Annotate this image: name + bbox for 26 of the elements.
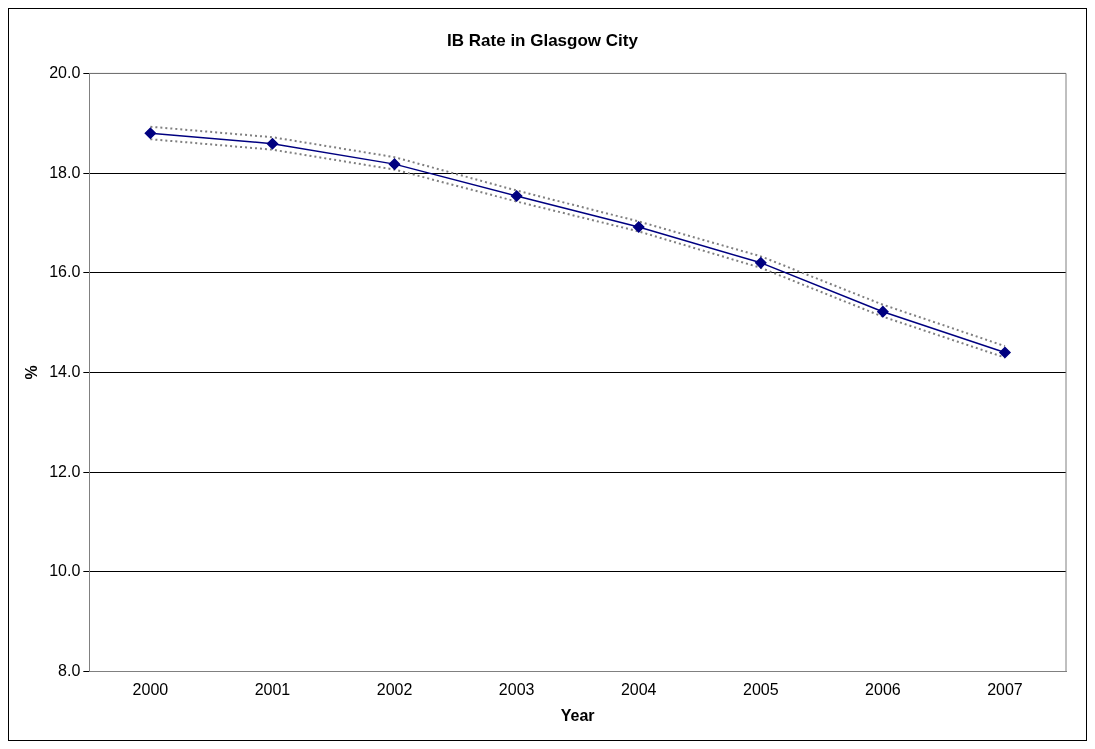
x-tick-label: 2007 bbox=[987, 680, 1023, 698]
y-tick-label: 20.0 bbox=[49, 63, 81, 81]
y-tick-label: 8.0 bbox=[58, 662, 81, 680]
x-tick-label: 2000 bbox=[132, 680, 169, 698]
chart-title: IB Rate in Glasgow City bbox=[447, 30, 639, 50]
point bbox=[144, 127, 157, 139]
x-tick-label: 2003 bbox=[498, 680, 535, 698]
y-tick-label: 16.0 bbox=[49, 263, 81, 281]
point bbox=[266, 137, 279, 150]
y-tick-label: 18.0 bbox=[49, 163, 81, 181]
y-axis-title: % bbox=[23, 365, 41, 380]
y-tick-label: 10.0 bbox=[49, 562, 81, 580]
x-tick-label: 2006 bbox=[865, 680, 901, 698]
point bbox=[388, 158, 401, 170]
point bbox=[877, 305, 889, 318]
x-tick-label: 2001 bbox=[254, 680, 291, 698]
x-axis-title: Year bbox=[560, 706, 595, 724]
point bbox=[755, 257, 767, 269]
x-tick-label: 2002 bbox=[376, 680, 413, 698]
point bbox=[510, 190, 523, 202]
x-tick-label: 2004 bbox=[620, 680, 657, 698]
point bbox=[632, 221, 645, 233]
y-tick-label: 14.0 bbox=[49, 362, 81, 380]
x-tick-label: 2005 bbox=[743, 680, 779, 698]
point bbox=[999, 346, 1011, 359]
y-tick-label: 12.0 bbox=[49, 462, 81, 480]
